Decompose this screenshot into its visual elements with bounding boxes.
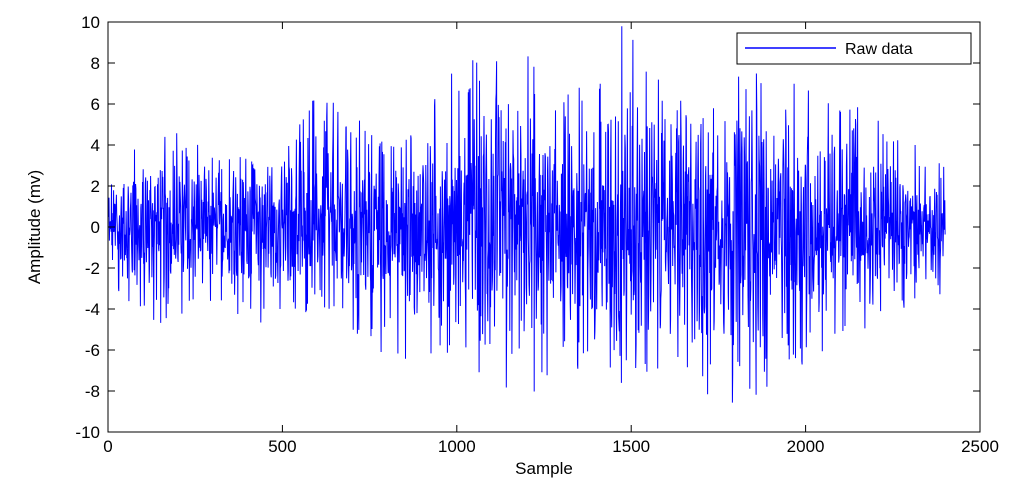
- x-axis-title: Sample: [515, 459, 573, 478]
- x-tick-label: 0: [103, 437, 112, 456]
- ticks-layer: 0 500 1000 1500 2000 2500 -10 -8 -6 -4 -2 0 2 4 6 8 10: [75, 13, 998, 456]
- x-tick-label: 2500: [961, 437, 999, 456]
- series-line-raw-data: [107, 26, 946, 403]
- x-tick-label: 1500: [612, 437, 650, 456]
- legend-label: Raw data: [845, 41, 913, 58]
- y-tick-label: -4: [85, 300, 100, 319]
- y-tick-label: -10: [75, 423, 100, 442]
- y-tick-label: 6: [91, 95, 100, 114]
- series-layer: [107, 26, 946, 403]
- y-tick-label: 4: [91, 136, 100, 155]
- legend: Raw data: [736, 32, 972, 65]
- y-axis-title: Amplitude (mv): [25, 170, 44, 284]
- y-tick-label: -2: [85, 259, 100, 278]
- y-tick-label: 8: [91, 54, 100, 73]
- y-tick-label: -8: [85, 382, 100, 401]
- y-tick-label: -6: [85, 341, 100, 360]
- x-tick-label: 500: [268, 437, 296, 456]
- y-tick-label: 2: [91, 177, 100, 196]
- x-tick-label: 2000: [787, 437, 825, 456]
- x-tick-label: 1000: [438, 437, 476, 456]
- y-tick-label: 10: [81, 13, 100, 32]
- y-tick-label: 0: [91, 218, 100, 237]
